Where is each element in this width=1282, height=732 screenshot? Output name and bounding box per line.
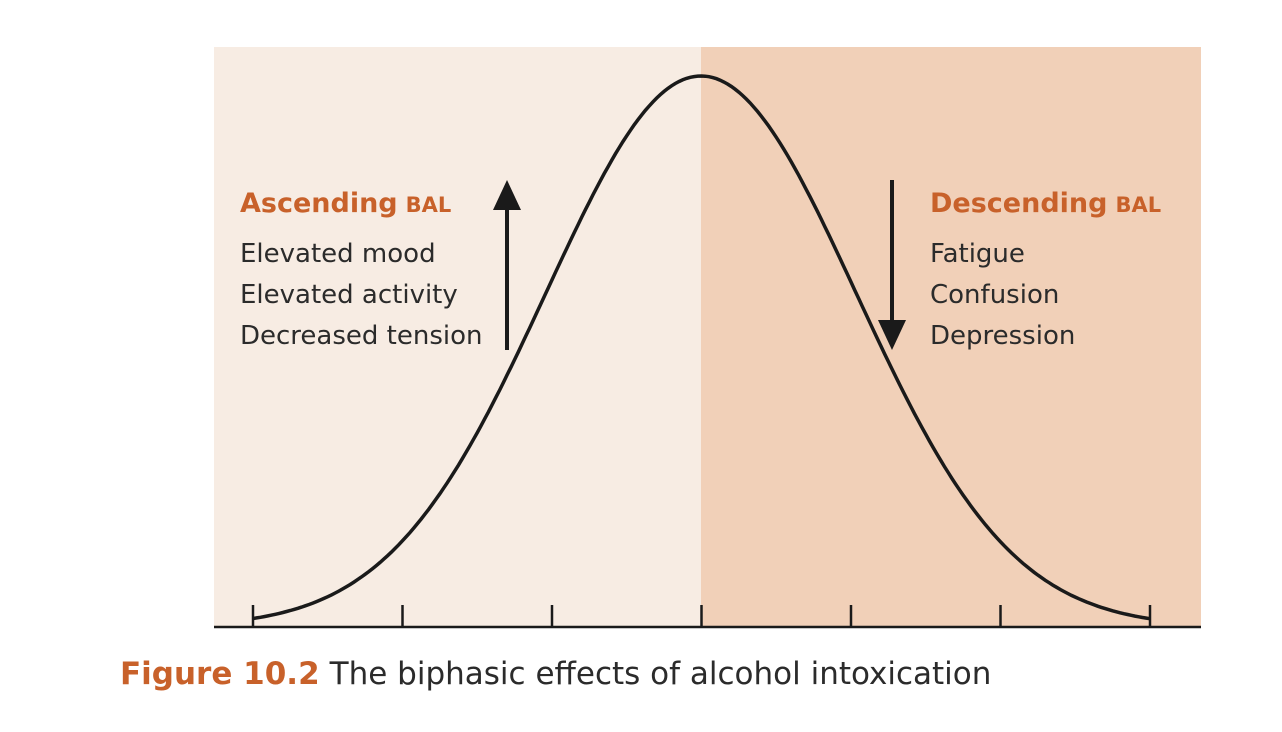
descending-effect-3: Depression <box>930 321 1075 351</box>
ascending-effect-1: Elevated mood <box>240 239 436 269</box>
descending-effect-2: Confusion <box>930 280 1059 310</box>
descending-heading-word: Descending <box>930 188 1107 219</box>
axis-ticks <box>251 605 1152 627</box>
figure-caption-text: The biphasic effects of alcohol intoxica… <box>329 656 992 692</box>
descending-heading: Descending BAL <box>930 188 1161 219</box>
ascending-heading-abbr: BAL <box>406 193 452 217</box>
descending-heading-abbr: BAL <box>1115 193 1161 217</box>
arrow-up-icon <box>493 180 521 350</box>
figure-number: Figure 10.2 <box>120 656 320 692</box>
descending-panel <box>701 47 1201 627</box>
ascending-heading: Ascending BAL <box>240 188 451 219</box>
ascending-effect-2: Elevated activity <box>240 280 458 310</box>
figure-caption: Figure 10.2 The biphasic effects of alcoh… <box>120 656 991 692</box>
descending-effect-1: Fatigue <box>930 239 1025 269</box>
bal-curve <box>252 74 1151 621</box>
arrow-down-icon <box>878 180 906 350</box>
ascending-heading-word: Ascending <box>240 188 398 219</box>
ascending-effect-3: Decreased tension <box>240 321 483 351</box>
